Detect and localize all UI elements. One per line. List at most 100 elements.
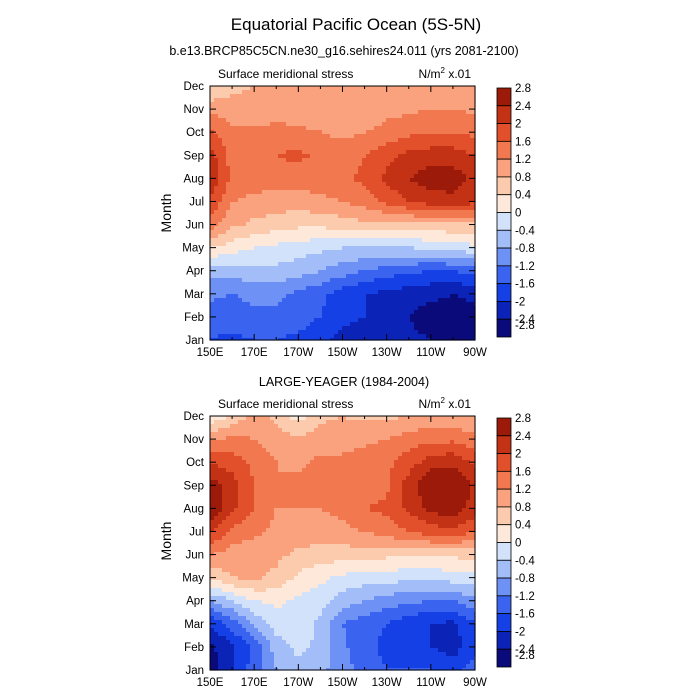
contour-cell [366, 424, 371, 429]
contour-cell [374, 286, 379, 291]
contour-cell [294, 330, 299, 335]
contour-cell [342, 194, 347, 199]
contour-cell [310, 326, 315, 331]
contour-cell [342, 266, 347, 271]
contour-cell [414, 214, 419, 219]
contour-cell [378, 322, 383, 327]
contour-cell [458, 322, 463, 327]
contour-cell [410, 302, 415, 307]
contour-cell [214, 90, 219, 95]
contour-cell [354, 314, 359, 319]
contour-cell [234, 182, 239, 187]
contour-cell [330, 122, 335, 127]
contour-cell [314, 210, 319, 215]
contour-cell [302, 182, 307, 187]
contour-cell [214, 198, 219, 203]
contour-cell [458, 234, 463, 239]
contour-cell [410, 150, 415, 155]
contour-cell [210, 214, 215, 219]
contour-cell [426, 174, 431, 179]
contour-cell [426, 206, 431, 211]
colorbar-label: -0.4 [515, 225, 535, 237]
contour-cell [386, 214, 391, 219]
contour-cell [394, 258, 399, 263]
contour-cell [294, 302, 299, 307]
contour-cell [226, 436, 231, 441]
contour-cell [430, 194, 435, 199]
contour-cell [286, 326, 291, 331]
contour-cell [242, 138, 247, 143]
contour-cell [338, 266, 343, 271]
contour-cell [326, 250, 331, 255]
contour-cell [314, 150, 319, 155]
contour-cell [306, 250, 311, 255]
contour-cell [262, 254, 267, 259]
contour-cell [406, 178, 411, 183]
contour-cell [466, 174, 471, 179]
contour-cell [370, 118, 375, 123]
contour-cell [250, 428, 255, 433]
contour-cell [390, 166, 395, 171]
contour-cell [346, 290, 351, 295]
contour-cell [438, 202, 443, 207]
contour-cell [354, 330, 359, 335]
contour-cell [210, 174, 215, 179]
contour-cell [398, 154, 403, 159]
contour-cell [334, 94, 339, 99]
contour-cell [230, 420, 235, 425]
contour-cell [274, 448, 279, 453]
contour-cell [382, 182, 387, 187]
contour-cell [410, 242, 415, 247]
y-tick-label: Sep [184, 150, 204, 162]
contour-cell [302, 282, 307, 287]
contour-cell [322, 314, 327, 319]
contour-cell [346, 134, 351, 139]
contour-cell [370, 448, 375, 453]
contour-cell [278, 198, 283, 203]
contour-cell [282, 250, 287, 255]
contour-cell [218, 150, 223, 155]
contour-cell [442, 282, 447, 287]
contour-cell [386, 444, 391, 449]
contour-cell [330, 110, 335, 115]
contour-cell [322, 246, 327, 251]
contour-cell [430, 440, 435, 445]
contour-cell [374, 274, 379, 279]
contour-cell [422, 302, 427, 307]
contour-cell [278, 94, 283, 99]
contour-cell [342, 250, 347, 255]
contour-cell [234, 440, 239, 445]
contour-cell [374, 262, 379, 267]
contour-cell [402, 202, 407, 207]
contour-cell [318, 182, 323, 187]
contour-cell [290, 448, 295, 453]
contour-cell [438, 310, 443, 315]
contour-cell [366, 330, 371, 335]
contour-cell [442, 444, 447, 449]
contour-cell [382, 338, 387, 341]
contour-cell [426, 318, 431, 323]
contour-cell [350, 290, 355, 295]
contour-cell [378, 330, 383, 335]
contour-cell [406, 154, 411, 159]
contour-cell [394, 310, 399, 315]
contour-cell [330, 150, 335, 155]
contour-cell [334, 246, 339, 251]
contour-cell [302, 416, 307, 421]
contour-cell [246, 250, 251, 255]
contour-cell [266, 110, 271, 115]
contour-cell [422, 432, 427, 437]
contour-cell [394, 138, 399, 143]
contour-cell [214, 210, 219, 215]
contour-cell [406, 202, 411, 207]
contour-cell [306, 246, 311, 251]
contour-cell [454, 258, 459, 263]
contour-cell [358, 226, 363, 231]
contour-cell [250, 198, 255, 203]
contour-cell [422, 182, 427, 187]
contour-cell [418, 194, 423, 199]
contour-cell [446, 110, 451, 115]
contour-cell [278, 428, 283, 433]
contour-cell [334, 126, 339, 131]
contour-cell [394, 222, 399, 227]
